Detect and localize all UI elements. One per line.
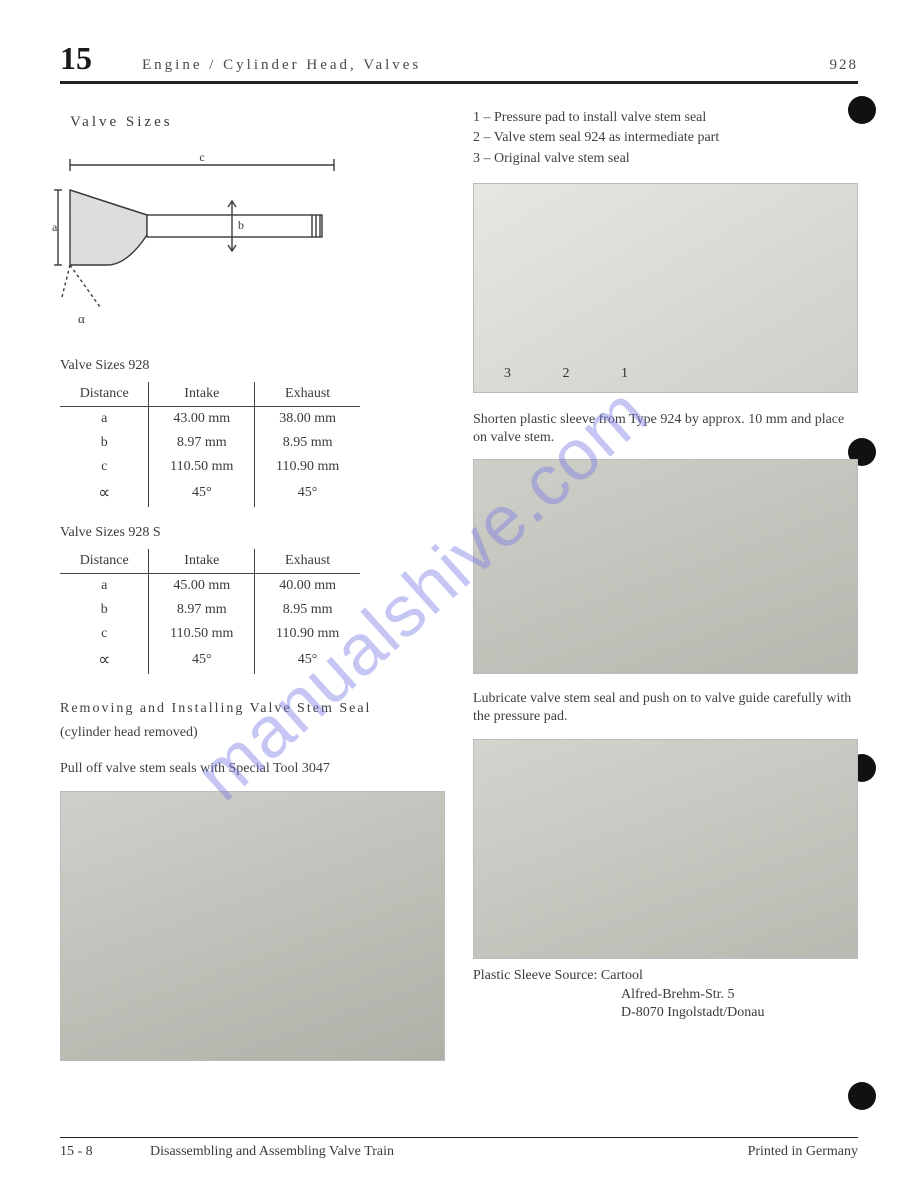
right-column: 1 – Pressure pad to install valve stem s… [473, 108, 858, 1061]
table-row: ∝45°45° [60, 646, 360, 674]
photo-sleeve-on-stem [473, 459, 858, 674]
source-line2: D-8070 Ingolstadt/Donau [621, 1004, 764, 1023]
remove-install-note: (cylinder head removed) [60, 724, 445, 742]
valve-diagram: c a b α [52, 145, 352, 335]
col-intake: Intake [149, 382, 255, 407]
footer-printed: Printed in Germany [748, 1144, 858, 1160]
legend-item: 2 – Valve stem seal 924 as intermediate … [473, 128, 858, 148]
photo-pressure-pad [473, 739, 858, 959]
left-column: Valve Sizes c [60, 108, 445, 1061]
sleeve-source: Plastic Sleeve Source: Cartool Alfred-Br… [473, 967, 858, 1024]
photo-pull-seals [60, 791, 445, 1061]
diagram-label-a: a [52, 220, 58, 234]
diagram-label-alpha: α [78, 311, 85, 326]
diagram-label-b: b [238, 218, 244, 232]
header-model: 928 [830, 57, 859, 74]
col-exhaust: Exhaust [255, 382, 360, 407]
manual-page: 15 Engine / Cylinder Head, Valves 928 Va… [0, 0, 918, 1188]
page-footer: 15 - 8 Disassembling and Assembling Valv… [60, 1137, 858, 1160]
step-pull-seals: Pull off valve stem seals with Special T… [60, 760, 445, 778]
source-line1: Alfred-Brehm-Str. 5 [621, 986, 735, 1005]
valve-table-928s: Distance Intake Exhaust a45.00 mm40.00 m… [60, 549, 360, 674]
punch-hole [848, 96, 876, 124]
table-row: b8.97 mm8.95 mm [60, 598, 360, 622]
table-928s-title: Valve Sizes 928 S [60, 525, 445, 541]
section-valve-sizes: Valve Sizes [70, 114, 445, 131]
source-label: Plastic Sleeve Source: [473, 968, 597, 983]
content-columns: Valve Sizes c [60, 108, 858, 1061]
col-intake: Intake [149, 549, 255, 574]
col-distance: Distance [60, 549, 149, 574]
chapter-number: 15 [60, 40, 92, 77]
remove-install-heading: Removing and Installing Valve Stem Seal [60, 700, 445, 718]
footer-page-num: 15 - 8 [60, 1144, 150, 1160]
table-row: a43.00 mm38.00 mm [60, 407, 360, 432]
diagram-label-c: c [199, 150, 204, 164]
parts-legend: 1 – Pressure pad to install valve stem s… [473, 108, 858, 169]
table-row: b8.97 mm8.95 mm [60, 431, 360, 455]
legend-item: 1 – Pressure pad to install valve stem s… [473, 108, 858, 128]
photo-parts-labels: 3 2 1 [504, 366, 652, 382]
table-row: a45.00 mm40.00 mm [60, 574, 360, 599]
photo-parts: 3 2 1 [473, 183, 858, 393]
col-distance: Distance [60, 382, 149, 407]
table-row: c110.50 mm110.90 mm [60, 455, 360, 479]
table-row: c110.50 mm110.90 mm [60, 622, 360, 646]
footer-title: Disassembling and Assembling Valve Train [150, 1144, 748, 1160]
page-header: 15 Engine / Cylinder Head, Valves 928 [60, 40, 858, 84]
step-shorten-sleeve: Shorten plastic sleeve from Type 924 by … [473, 411, 858, 447]
legend-item: 3 – Original valve stem seal [473, 149, 858, 169]
table-row: ∝45°45° [60, 479, 360, 507]
col-exhaust: Exhaust [255, 549, 360, 574]
header-title: Engine / Cylinder Head, Valves [142, 57, 830, 74]
table-928-title: Valve Sizes 928 [60, 358, 445, 374]
step-lubricate-push: Lubricate valve stem seal and push on to… [473, 690, 858, 726]
source-name: Cartool [601, 968, 643, 983]
valve-table-928: Distance Intake Exhaust a43.00 mm38.00 m… [60, 382, 360, 507]
punch-hole [848, 1082, 876, 1110]
